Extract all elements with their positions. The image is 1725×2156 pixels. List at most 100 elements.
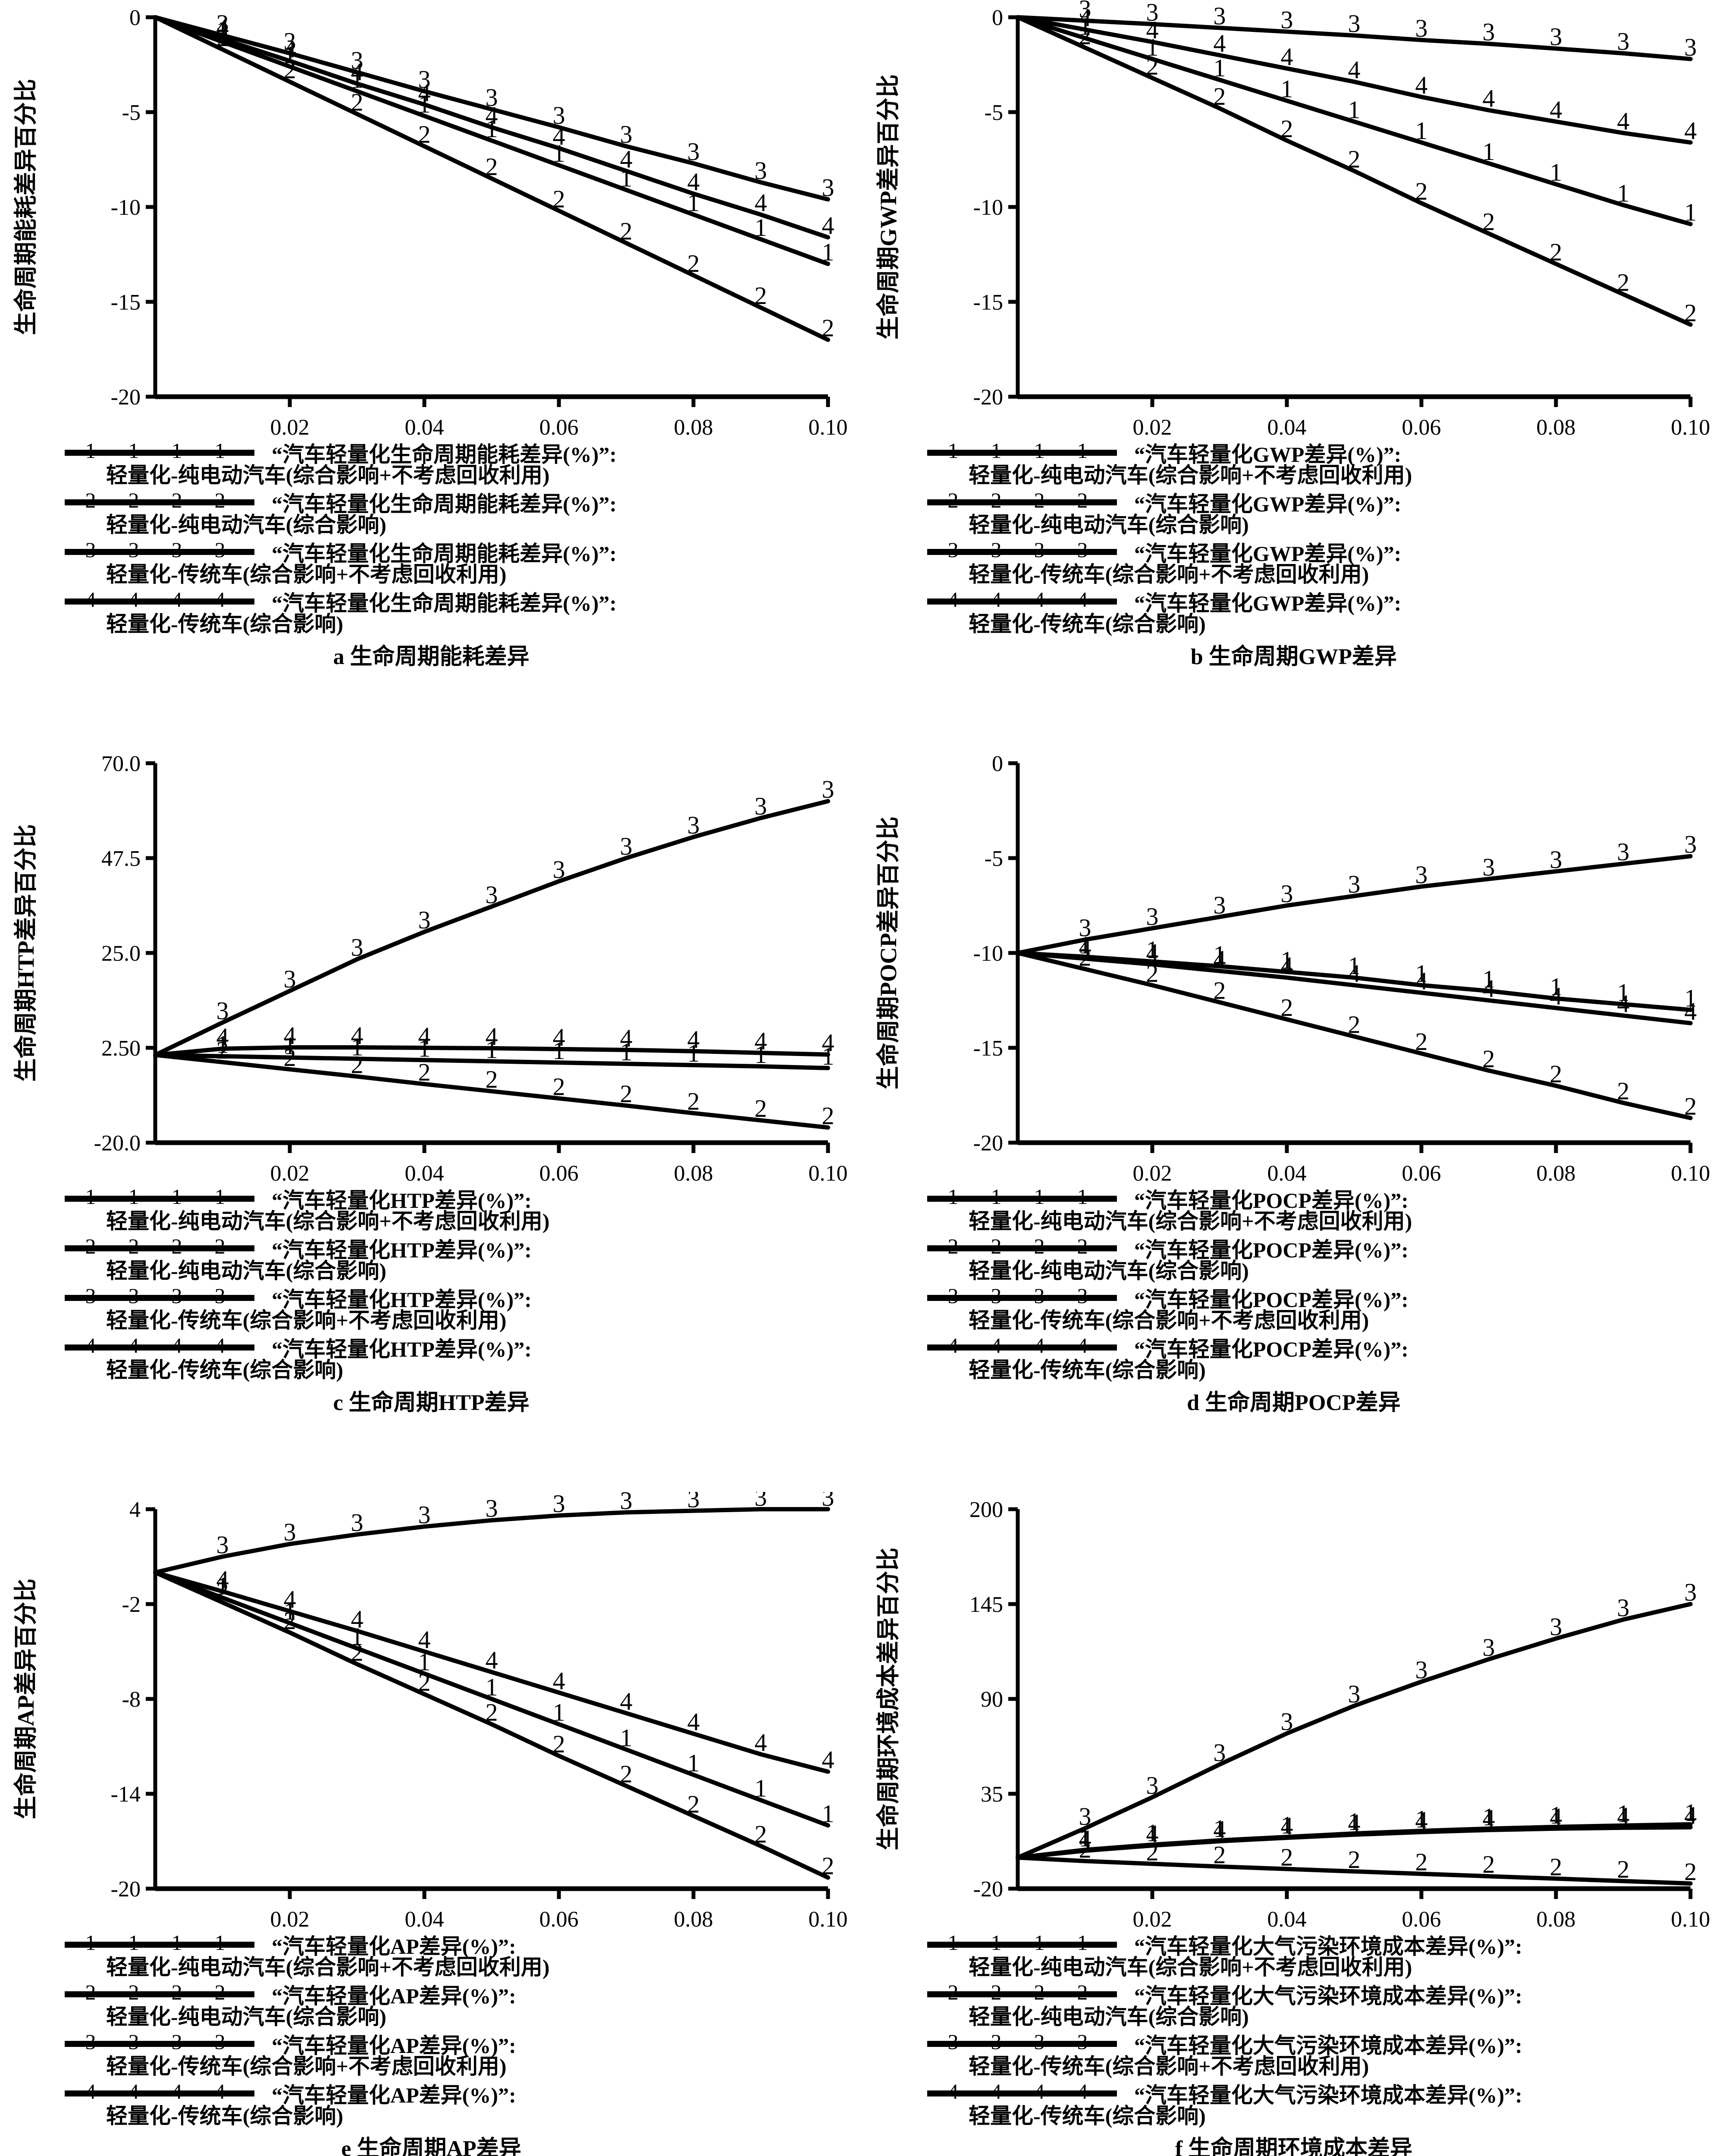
svg-text:4: 4 — [129, 1333, 139, 1357]
legend-entry-3[interactable]: 3 3 3 3 “汽车轻量化大气污染环境成本差异(%)”: 轻量化-传统车(综合影响+不考… — [927, 2028, 1725, 2078]
series-marker-2: 2 — [1146, 1838, 1159, 1866]
legend-scenario-4: 轻量化-传统车(综合影响) — [106, 2104, 343, 2128]
series-marker-2: 2 — [553, 1730, 565, 1758]
y-axis-title: 生命周期AP差异百分比 — [13, 1579, 39, 1819]
legend-entry-4[interactable]: 4 4 4 4 “汽车轻量化生命周期能耗差异(%)”: 轻量化-传统车(综合影响) — [65, 586, 862, 636]
legend-entry-2[interactable]: 2 2 2 2 “汽车轻量化HTP差异(%)”: 轻量化-纯电动汽车(综合影响) — [65, 1233, 862, 1282]
series-marker-4: 4 — [1550, 982, 1562, 1010]
series-marker-1: 1 — [1214, 940, 1226, 968]
panel-e: 4-2-8-14-200.020.040.060.080.10减重比例生命周期A… — [0, 1492, 862, 2156]
series-marker-3: 3 — [553, 1492, 565, 1518]
svg-text:4: 4 — [215, 1333, 226, 1357]
svg-text:4: 4 — [129, 2079, 139, 2103]
svg-text:1: 1 — [1077, 1185, 1088, 1209]
legend-entry-4[interactable]: 4 4 4 4 “汽车轻量化大气污染环境成本差异(%)”: 轻量化-传统车(综合影响) — [927, 2078, 1725, 2128]
y-tick-label: 47.5 — [101, 846, 141, 871]
legend-measure-3: “汽车轻量化GWP差异(%)”: — [1134, 542, 1402, 566]
series-marker-1: 1 — [1348, 1808, 1361, 1836]
svg-text:1: 1 — [215, 439, 226, 463]
series-marker-1: 1 — [1684, 984, 1697, 1012]
series-marker-3: 3 — [1684, 1578, 1697, 1606]
legend-entry-3[interactable]: 3 3 3 3 “汽车轻量化HTP差异(%)”: 轻量化-传统车(综合影响+不考虑回收利用… — [65, 1282, 862, 1332]
legend-key-2: 2 2 2 2 — [927, 1234, 1117, 1258]
series-marker-3: 3 — [284, 1518, 296, 1546]
legend-entry-2[interactable]: 2 2 2 2 “汽车轻量化AP差异(%)”: 轻量化-纯电动汽车(综合影响) — [65, 1979, 862, 2028]
series-marker-3: 3 — [1214, 1739, 1226, 1767]
series-marker-4: 4 — [687, 1708, 700, 1736]
legend-entry-4[interactable]: 4 4 4 4 “汽车轻量化POCP差异(%)”: 轻量化-传统车(综合影响) — [927, 1332, 1725, 1382]
plot-b: 0-5-10-15-200.020.040.060.080.10减重比例生命周期… — [875, 0, 1710, 436]
series-marker-2: 2 — [1348, 145, 1361, 173]
series-marker-3: 3 — [1146, 903, 1159, 931]
series-marker-1: 1 — [1146, 33, 1159, 61]
series-marker-2: 2 — [1483, 208, 1495, 236]
legend-entry-2[interactable]: 2 2 2 2 “汽车轻量化GWP差异(%)”: 轻量化-纯电动汽车(综合影响) — [927, 487, 1725, 536]
legend-key-2: 2 2 2 2 — [65, 488, 254, 512]
legend-entry-1[interactable]: 1 1 1 1 “汽车轻量化AP差异(%)”: 轻量化-纯电动汽车(综合影响+不考虑回收利… — [65, 1929, 862, 1979]
series-marker-3: 3 — [1281, 1708, 1293, 1736]
series-marker-4: 4 — [216, 1566, 229, 1594]
legend-entry-1[interactable]: 1 1 1 1 “汽车轻量化POCP差异(%)”: 轻量化-纯电动汽车(综合影响+不考虑回… — [927, 1183, 1725, 1233]
series-marker-2: 2 — [1281, 115, 1293, 143]
series-marker-1: 1 — [687, 1749, 700, 1777]
series-marker-3: 3 — [755, 157, 767, 185]
series-line-3 — [1016, 854, 1693, 955]
series-marker-3: 3 — [486, 1495, 498, 1523]
legend-key-2: 2 2 2 2 — [927, 488, 1117, 512]
y-tick-label: -14 — [111, 1782, 141, 1807]
legend-entry-1[interactable]: 1 1 1 1 “汽车轻量化大气污染环境成本差异(%)”: 轻量化-纯电动汽车(综合影响+… — [927, 1929, 1725, 1979]
svg-text:4: 4 — [948, 1333, 959, 1357]
svg-text:4: 4 — [1034, 587, 1045, 611]
legend-key-4: 4 4 4 4 — [65, 587, 254, 611]
legend-entry-4[interactable]: 4 4 4 4 “汽车轻量化AP差异(%)”: 轻量化-传统车(综合影响) — [65, 2078, 862, 2128]
legend-entry-1[interactable]: 1 1 1 1 “汽车轻量化生命周期能耗差异(%)”: 轻量化-纯电动汽车(综合影响+不考… — [65, 437, 862, 487]
legend-scenario-2: 轻量化-纯电动汽车(综合影响) — [969, 513, 1249, 537]
legend-entry-1[interactable]: 1 1 1 1 “汽车轻量化GWP差异(%)”: 轻量化-纯电动汽车(综合影响+不考虑回收… — [927, 437, 1725, 487]
legend-entry-2[interactable]: 2 2 2 2 “汽车轻量化大气污染环境成本差异(%)”: 轻量化-纯电动汽车(综合影响) — [927, 1979, 1725, 2028]
series-marker-3: 3 — [284, 965, 296, 993]
svg-text:2: 2 — [129, 1980, 139, 2004]
series-marker-4: 4 — [1684, 116, 1697, 144]
series-marker-2: 2 — [687, 1087, 700, 1116]
legend-entry-4[interactable]: 4 4 4 4 “汽车轻量化HTP差异(%)”: 轻量化-传统车(综合影响) — [65, 1332, 862, 1382]
svg-text:4: 4 — [948, 587, 959, 611]
panel-caption-d: d 生命周期POCP差异 — [1187, 1391, 1401, 1415]
series-marker-4: 4 — [1281, 43, 1293, 71]
series-marker-3: 3 — [1617, 1594, 1630, 1622]
series-marker-2: 2 — [1415, 1848, 1428, 1876]
series-line-1 — [153, 15, 830, 266]
y-tick-label: -20 — [111, 1877, 141, 1902]
plot-a: 0-5-10-15-200.020.040.060.080.10减重比例生命周期… — [13, 6, 848, 436]
y-tick-label: -8 — [122, 1687, 141, 1712]
legend-measure-2: “汽车轻量化POCP差异(%)”: — [1134, 1238, 1409, 1262]
x-tick-label: 0.02 — [1133, 1161, 1172, 1181]
series-marker-4: 4 — [822, 211, 834, 239]
svg-text:2: 2 — [215, 1980, 226, 2004]
y-tick-label: 0 — [992, 6, 1003, 30]
legend-entry-3[interactable]: 3 3 3 3 “汽车轻量化生命周期能耗差异(%)”: 轻量化-传统车(综合影响+不考虑回… — [65, 536, 862, 586]
legend-entry-2[interactable]: 2 2 2 2 “汽车轻量化POCP差异(%)”: 轻量化-纯电动汽车(综合影响) — [927, 1233, 1725, 1282]
legend-entry-1[interactable]: 1 1 1 1 “汽车轻量化HTP差异(%)”: 轻量化-纯电动汽车(综合影响+不考虑回收… — [65, 1183, 862, 1233]
svg-text:2: 2 — [1077, 1234, 1088, 1258]
svg-text:3: 3 — [1077, 2030, 1088, 2054]
legend-entry-3[interactable]: 3 3 3 3 “汽车轻量化GWP差异(%)”: 轻量化-传统车(综合影响+不考虑回收利用… — [927, 536, 1725, 586]
series-marker-1: 1 — [351, 1623, 364, 1651]
series-marker-4: 4 — [1415, 71, 1428, 99]
panel-c: 70.0 47.5 25.0 2.50 -20.0 0.02 0.04 0.06 0.08 0.1… — [0, 746, 862, 1416]
legend-key-4: 4 4 4 4 — [927, 587, 1117, 611]
series-marker-1: 1 — [1415, 116, 1428, 144]
legend-entry-3[interactable]: 3 3 3 3 “汽车轻量化AP差异(%)”: 轻量化-传统车(综合影响+不考虑回收利用) — [65, 2028, 862, 2078]
svg-text:1: 1 — [991, 1930, 1002, 1955]
legend-measure-1: “汽车轻量化GWP差异(%)”: — [1134, 442, 1402, 467]
legend-entry-3[interactable]: 3 3 3 3 “汽车轻量化POCP差异(%)”: 轻量化-传统车(综合影响+不考虑回收利… — [927, 1282, 1725, 1332]
legend-entry-4[interactable]: 4 4 4 4 “汽车轻量化GWP差异(%)”: 轻量化-传统车(综合影响) — [927, 586, 1725, 636]
svg-text:2: 2 — [991, 488, 1002, 512]
legend-measure-1: “汽车轻量化生命周期能耗差异(%)”: — [272, 442, 617, 467]
legend-scenario-4: 轻量化-传统车(综合影响) — [969, 2104, 1206, 2128]
y-tick-label: 35 — [981, 1782, 1003, 1807]
svg-text:3: 3 — [215, 2030, 226, 2054]
series-marker-3: 3 — [351, 47, 364, 75]
svg-text:1: 1 — [1034, 1185, 1045, 1209]
legend-entry-2[interactable]: 2 2 2 2 “汽车轻量化生命周期能耗差异(%)”: 轻量化-纯电动汽车(综合影响) — [65, 487, 862, 536]
